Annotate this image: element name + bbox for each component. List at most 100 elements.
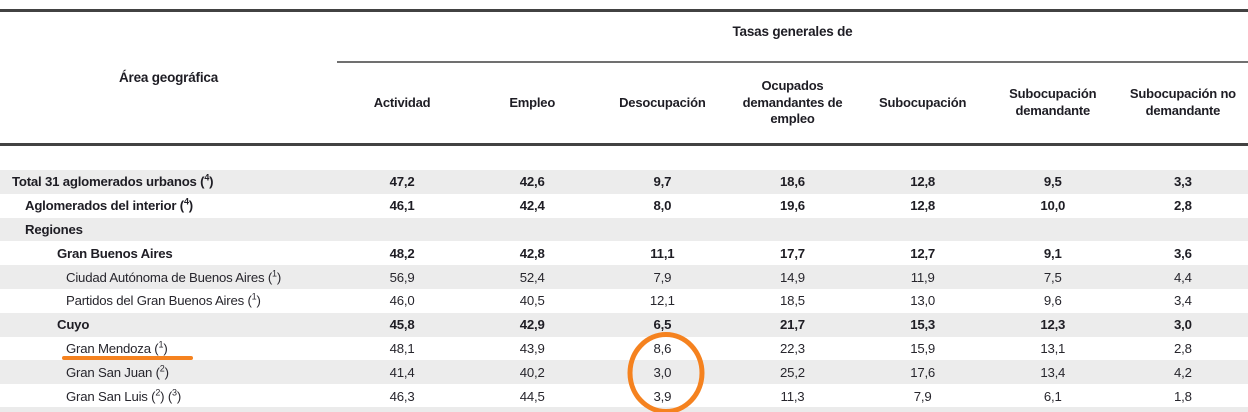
column-header: Subocupación demandante <box>988 63 1118 143</box>
row-label-text: Aglomerados del interior <box>25 198 177 214</box>
table-row: Regiones <box>0 217 1248 242</box>
value-cell: 42,8 <box>519 245 545 261</box>
value-cell: 9,5 <box>1043 174 1062 190</box>
table-row: Gran Mendoza (1) 48,1 43,9 8,6 22,3 15,9 13,1 2… <box>0 337 1248 361</box>
value-cell: 47,2 <box>389 174 415 190</box>
row-label: Partidos del Gran Buenos Aires (1) <box>0 291 337 309</box>
value-cell: 15,9 <box>910 340 936 356</box>
table-row: Aglomerados del interior (4) 46,1 42,4 8,0 1… <box>0 194 1248 218</box>
value-cell: 13,1 <box>1040 340 1066 356</box>
value-cell: 12,8 <box>910 174 936 190</box>
value-cell: 48,1 <box>389 340 415 356</box>
value-cell: 21,7 <box>780 317 805 333</box>
value-cell: 46,1 <box>389 198 415 214</box>
footnote-marker: (1) <box>150 339 168 356</box>
value-cell: 46,3 <box>389 388 415 404</box>
row-label: Cuyo <box>0 317 337 332</box>
table-row: Partidos del Gran Buenos Aires (1) 46,0 40… <box>0 289 1248 313</box>
row-label-text: Regiones <box>25 221 83 237</box>
value-cell: 3,6 <box>1174 245 1192 261</box>
value-cell: 56,9 <box>389 269 415 285</box>
value-cell: 4,2 <box>1174 364 1192 380</box>
value-cell: 3,3 <box>1174 174 1192 190</box>
value-cell: 43,9 <box>519 340 545 356</box>
row-label: Gran Buenos Aires <box>0 246 337 261</box>
value-cell: 45,8 <box>389 317 415 333</box>
row-label-text: Gran Buenos Aires <box>57 245 173 261</box>
footnote-marker: (4) <box>196 173 214 190</box>
column-header-label: Ocupados demandantes de empleo <box>742 77 843 127</box>
row-label: Gran Mendoza (1) <box>0 339 337 356</box>
column-header-label: Empleo <box>509 94 556 110</box>
value-cell: 11,3 <box>780 388 805 404</box>
value-cell: 46,0 <box>389 293 415 309</box>
header-bottom-rule <box>0 143 1248 146</box>
value-cell: 22,3 <box>780 340 805 356</box>
highlight-underline-annotation <box>62 356 193 360</box>
group-header-label: Tasas generales de <box>732 24 853 39</box>
value-cell: 8,0 <box>653 198 672 214</box>
value-cell: 12,8 <box>910 198 936 214</box>
top-rule <box>0 9 1248 12</box>
value-cell: 3,4 <box>1174 293 1192 309</box>
value-cell: 1,8 <box>1174 388 1192 404</box>
value-cell: 10,0 <box>1040 198 1066 214</box>
column-header-row: Actividad Empleo Desocupación Ocupados dema… <box>337 63 1248 143</box>
table-body: Total 31 aglomerados urbanos (4) 47,2 42,6… <box>0 170 1248 408</box>
row-label-text: Ciudad Autónoma de Buenos Aires <box>66 269 265 285</box>
group-header-rule <box>337 61 1248 63</box>
next-row-strip <box>0 407 1248 412</box>
value-cell: 3,9 <box>653 388 672 404</box>
column-header-label: Subocupación demandante <box>1009 86 1097 118</box>
value-cell: 42,9 <box>519 317 545 333</box>
footnote-marker: (2) <box>147 387 165 404</box>
row-label: Ciudad Autónoma de Buenos Aires (1) <box>0 269 337 285</box>
area-column-header: Área geográfica <box>118 70 219 85</box>
value-cell: 15,3 <box>910 317 936 333</box>
row-label-text: Total 31 aglomerados urbanos <box>12 174 197 190</box>
column-header: Ocupados demandantes de empleo <box>727 63 857 143</box>
table-row: Cuyo 45,8 42,9 6,5 21,7 15,3 12,3 3,0 <box>0 312 1248 337</box>
value-cell: 52,4 <box>519 269 545 285</box>
footnote-marker: (1) <box>244 291 261 309</box>
value-cell: 42,6 <box>519 174 545 190</box>
value-cell: 7,9 <box>653 269 672 285</box>
value-cell: 11,9 <box>910 269 935 285</box>
value-cell: 6,5 <box>653 317 672 333</box>
value-cell: 14,9 <box>780 269 805 285</box>
column-header: Desocupación <box>597 63 727 143</box>
table-row: Ciudad Autónoma de Buenos Aires (1) 56,9 5… <box>0 265 1248 289</box>
value-cell: 40,5 <box>519 293 545 309</box>
value-cell: 7,5 <box>1043 269 1062 285</box>
column-header: Actividad <box>337 63 467 143</box>
value-cell: 13,4 <box>1040 364 1066 380</box>
table-row: Gran Buenos Aires 48,2 42,8 11,1 17,7 12,7 9,1… <box>0 241 1248 265</box>
value-cell: 18,5 <box>780 293 805 309</box>
value-cell: 9,1 <box>1043 245 1062 261</box>
column-header-label: Desocupación <box>619 94 706 110</box>
value-cell: 42,4 <box>519 198 545 214</box>
table-row: Gran San Luis (2) (3) 46,3 44,5 3,9 11,3 7,9 6… <box>0 384 1248 408</box>
column-header: Empleo <box>467 63 597 143</box>
value-cell: 2,8 <box>1174 198 1192 214</box>
row-label-text: Partidos del Gran Buenos Aires <box>66 293 244 309</box>
row-label: Gran San Luis (2) (3) <box>0 387 337 404</box>
row-label: Gran San Juan (2) <box>0 364 337 380</box>
table-row: Total 31 aglomerados urbanos (4) 47,2 42,6… <box>0 170 1248 194</box>
value-cell: 7,9 <box>913 388 932 404</box>
value-cell: 4,4 <box>1174 269 1192 285</box>
column-header-label: Subocupación no demandante <box>1129 86 1236 118</box>
value-cell: 12,7 <box>910 245 936 261</box>
row-label-text: Cuyo <box>57 317 90 333</box>
value-cell: 41,4 <box>389 364 415 380</box>
column-header-label: Subocupación <box>879 94 967 110</box>
column-header: Subocupación <box>858 63 988 143</box>
value-cell: 12,1 <box>649 293 675 309</box>
value-cell: 9,6 <box>1043 293 1062 309</box>
row-label: Total 31 aglomerados urbanos (4) <box>0 173 337 190</box>
value-cell: 17,6 <box>910 364 936 380</box>
value-cell: 12,3 <box>1040 317 1066 333</box>
value-cell: 11,1 <box>650 245 675 261</box>
value-cell: 17,7 <box>780 245 805 261</box>
